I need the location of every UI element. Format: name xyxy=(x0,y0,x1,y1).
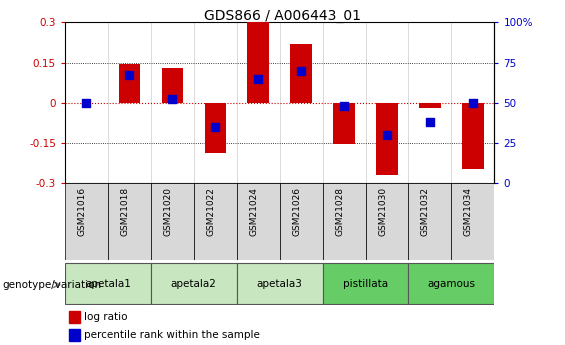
Bar xyxy=(237,183,280,260)
Bar xyxy=(69,329,80,341)
Bar xyxy=(108,183,151,260)
Text: GSM21034: GSM21034 xyxy=(464,187,473,236)
Bar xyxy=(69,311,80,323)
Bar xyxy=(333,103,355,144)
Text: apetala2: apetala2 xyxy=(171,279,217,289)
Point xyxy=(297,68,306,73)
Text: agamous: agamous xyxy=(428,279,475,289)
Point xyxy=(383,132,392,137)
Bar xyxy=(65,183,108,260)
Bar xyxy=(119,64,140,103)
Bar xyxy=(408,183,451,260)
Bar xyxy=(376,103,398,175)
Bar xyxy=(408,263,494,304)
Bar xyxy=(151,183,194,260)
Bar xyxy=(323,183,366,260)
Text: log ratio: log ratio xyxy=(84,312,128,322)
Point xyxy=(211,124,220,129)
Text: apetala1: apetala1 xyxy=(85,279,131,289)
Text: GSM21032: GSM21032 xyxy=(421,187,430,236)
Text: GSM21016: GSM21016 xyxy=(77,187,86,236)
Text: GSM21030: GSM21030 xyxy=(378,187,387,236)
Point xyxy=(82,100,91,106)
Bar xyxy=(247,22,269,103)
Bar xyxy=(237,263,323,304)
Bar xyxy=(151,263,237,304)
Bar xyxy=(419,103,441,108)
Point xyxy=(468,100,477,106)
Bar xyxy=(205,103,226,154)
Bar xyxy=(290,44,312,103)
Bar xyxy=(280,183,323,260)
Point xyxy=(168,97,177,102)
Bar xyxy=(462,103,484,169)
Text: GSM21022: GSM21022 xyxy=(206,187,215,236)
Bar xyxy=(162,68,183,103)
Text: GDS866 / A006443_01: GDS866 / A006443_01 xyxy=(204,9,361,23)
Point xyxy=(340,103,349,109)
Bar xyxy=(451,183,494,260)
Text: apetala3: apetala3 xyxy=(257,279,303,289)
Point xyxy=(425,119,434,125)
Text: pistillata: pistillata xyxy=(343,279,388,289)
Point xyxy=(125,72,134,78)
Bar xyxy=(65,263,151,304)
Bar xyxy=(323,263,408,304)
Text: genotype/variation: genotype/variation xyxy=(3,280,102,289)
Bar xyxy=(366,183,408,260)
Point xyxy=(254,76,263,81)
Text: GSM21026: GSM21026 xyxy=(292,187,301,236)
Bar xyxy=(194,183,237,260)
Text: GSM21024: GSM21024 xyxy=(249,187,258,236)
Text: GSM21018: GSM21018 xyxy=(120,187,129,236)
Text: GSM21020: GSM21020 xyxy=(163,187,172,236)
Text: percentile rank within the sample: percentile rank within the sample xyxy=(84,330,260,340)
Text: GSM21028: GSM21028 xyxy=(335,187,344,236)
